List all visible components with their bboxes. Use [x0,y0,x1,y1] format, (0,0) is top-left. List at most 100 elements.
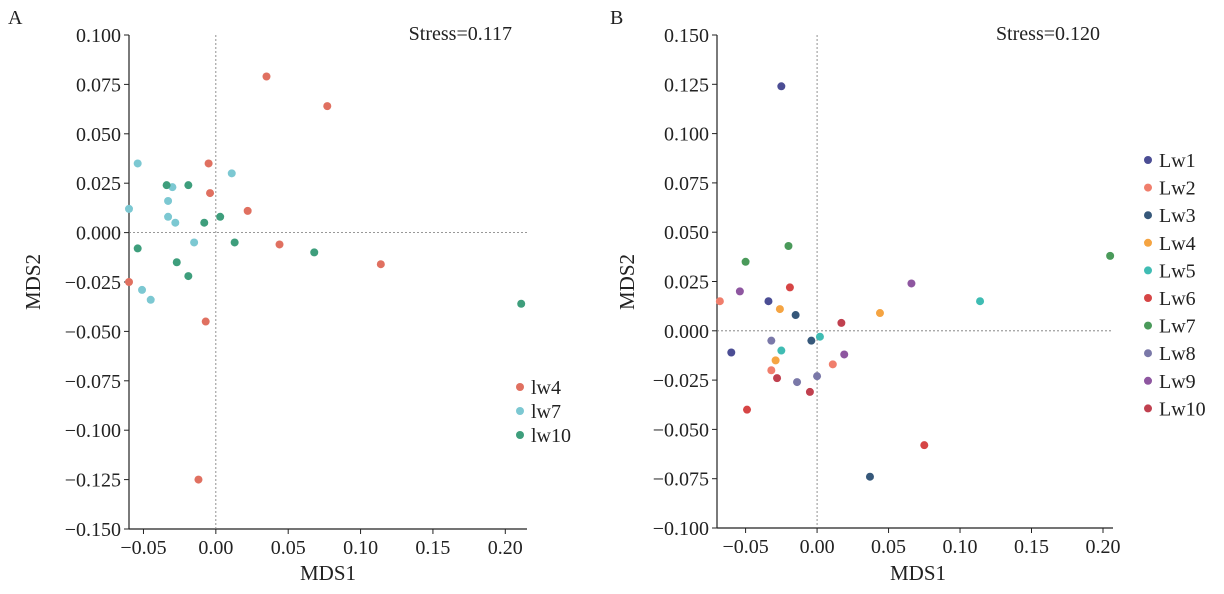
data-point [206,189,215,198]
data-point [201,317,210,326]
data-point [133,244,142,253]
panel-a: 0.100 0.075 0.050 0.025 0.000 −0.025 −0.050 −0.… [8,7,571,585]
data-point [828,360,837,369]
y-tick-label: −0.025 [653,370,709,392]
x-tick-label: 0.20 [1085,536,1120,558]
x-tick-label: 0.05 [871,536,906,558]
legend-label: Lw5 [1159,260,1196,282]
legend-label: Lw6 [1159,288,1196,310]
legend-label: Lw3 [1159,205,1196,227]
data-point [865,472,874,481]
y-tick-label: −0.075 [65,371,121,393]
series-lw1 [727,82,786,357]
data-point [775,305,784,314]
y-tick-label: 0.125 [664,74,709,96]
stress-label: Stress=0.120 [996,23,1100,45]
legend-marker [1144,238,1152,247]
y-tick-label: −0.025 [65,272,121,294]
series-lw10 [133,181,526,308]
x-tick-label: 0.15 [415,537,450,559]
y-tick-label: 0.000 [76,223,121,245]
data-point [976,297,985,306]
legend-label: Lw1 [1159,150,1196,172]
y-tick-label: 0.075 [664,173,709,195]
data-point [920,441,929,450]
y-tick-label: 0.150 [664,25,709,47]
legend-label: lw10 [531,425,571,447]
legend-marker [1144,156,1152,164]
y-tick-label: −0.050 [653,419,709,441]
data-point [743,405,752,414]
x-tick-label: 0.05 [271,537,306,559]
series-lw9 [735,279,916,359]
legend-marker [516,383,524,391]
series-lw3 [791,311,874,481]
data-point [164,196,173,205]
y-tick-label: −0.125 [65,470,121,492]
series-lw4 [125,72,385,484]
data-point [216,212,225,221]
x-axis-label: MDS1 [890,561,946,585]
y-tick-label: 0.100 [664,124,709,146]
y-tick-label: 0.000 [664,321,709,343]
x-tick-label: 0.10 [943,536,978,558]
legend-marker [1144,266,1152,275]
series-lw2 [715,297,837,375]
data-point [146,295,155,304]
legend-label: Lw9 [1159,371,1196,393]
legend-marker [1144,294,1152,302]
data-point [164,212,173,221]
data-point [805,387,814,396]
legend-label: Lw2 [1159,178,1196,200]
y-tick-label: 0.025 [664,272,709,294]
data-point [791,311,800,320]
data-point [204,159,213,168]
data-point [138,285,147,294]
data-point [184,181,193,190]
legend-label: Lw8 [1159,343,1196,365]
legend-marker [516,407,524,415]
data-point [125,204,133,213]
series-lw8 [767,336,822,387]
data-point [907,279,916,288]
data-point [767,336,776,345]
data-point [172,258,181,267]
data-point [1106,251,1115,260]
data-point [727,348,736,357]
data-point [773,374,782,383]
data-point [777,346,786,355]
data-point [785,283,794,292]
data-point [764,297,773,306]
legend-marker [1144,376,1152,385]
data-point [784,242,793,251]
data-point [777,82,786,91]
series-lw7 [125,159,236,304]
data-point [837,318,846,327]
data-point [310,248,319,257]
y-tick-label: −0.075 [653,469,709,491]
x-tick-label: 0.20 [488,537,523,559]
data-point [262,72,271,81]
data-point [184,272,193,281]
series-lw6 [743,283,929,450]
data-point [875,309,884,318]
data-point [190,238,199,247]
y-tick-label: 0.050 [664,222,709,244]
x-tick-label: 0.00 [198,537,233,559]
x-tick-label: −0.05 [120,537,166,559]
series-lw5 [777,297,985,355]
data-point [227,169,236,178]
data-point [715,297,724,306]
y-tick-label: 0.025 [76,173,121,195]
y-tick-label: −0.100 [653,518,709,540]
data-point [807,336,816,345]
data-point [741,257,750,266]
x-axis-label: MDS1 [300,561,356,585]
x-tick-label: 0.10 [343,537,378,559]
legend-marker [1144,349,1152,358]
y-tick-label: −0.050 [65,321,121,343]
y-tick-label: −0.100 [65,420,121,442]
series-lw4 [771,305,884,365]
data-point [517,299,526,308]
